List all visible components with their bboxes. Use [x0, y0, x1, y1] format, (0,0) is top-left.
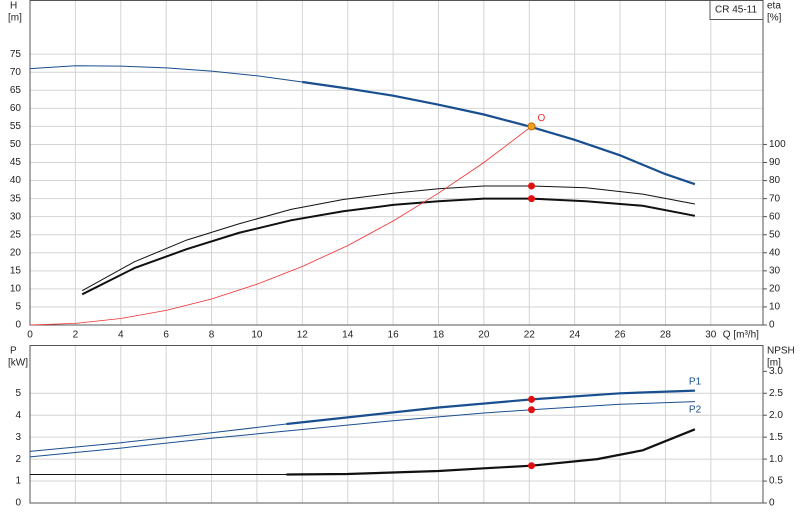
y-tick-label: 3 — [15, 432, 21, 443]
duty-point — [528, 182, 536, 190]
y2-tick-label: 2.0 — [769, 410, 783, 421]
y-tick-label: 35 — [10, 193, 22, 204]
y-tick-label: 20 — [10, 247, 22, 258]
point-label: O — [538, 113, 546, 124]
y2-tick-label: 3.0 — [769, 366, 783, 377]
y2-tick-label: 10 — [769, 302, 781, 313]
y-axis-unit: [m] — [8, 13, 22, 24]
x-tick-label: 26 — [614, 330, 626, 341]
x-tick-label: 6 — [163, 330, 169, 341]
y2-tick-label: 60 — [769, 211, 781, 222]
y2-tick-label: 80 — [769, 175, 781, 186]
y-tick-label: 50 — [10, 139, 22, 150]
y-tick-label: 10 — [10, 284, 22, 295]
y-tick-label: 2 — [15, 454, 21, 465]
y-tick-label: 75 — [10, 49, 22, 60]
x-axis-label: Q [m³/h] — [723, 330, 759, 341]
y2-tick-label: 50 — [769, 229, 781, 240]
x-tick-label: 0 — [27, 330, 33, 341]
y-tick-label: 5 — [15, 302, 21, 313]
curve — [29, 126, 532, 326]
x-tick-label: 12 — [297, 330, 309, 341]
duty-point — [528, 462, 536, 470]
y-tick-label: 15 — [10, 265, 22, 276]
y-tick-label: 0 — [15, 320, 21, 331]
y2-tick-label: 20 — [769, 284, 781, 295]
y-axis-label: P — [10, 346, 17, 357]
duty-point — [528, 406, 536, 414]
title-box — [709, 0, 764, 20]
y-axis-unit: [kW] — [8, 358, 28, 369]
y2-tick-label: 0 — [769, 498, 775, 509]
y-tick-label: 55 — [10, 121, 22, 132]
y2-axis-label: NPSH — [767, 346, 795, 357]
x-tick-label: 24 — [569, 330, 581, 341]
plot-frame — [29, 0, 764, 326]
x-tick-label: 20 — [478, 330, 490, 341]
series-label: P2 — [689, 404, 702, 415]
x-tick-label: 10 — [251, 330, 263, 341]
x-tick-label: 30 — [705, 330, 717, 341]
curve — [81, 197, 696, 296]
duty-point — [528, 195, 536, 203]
y-axis-label: H — [10, 1, 17, 12]
x-tick-label: 2 — [73, 330, 79, 341]
x-tick-label: 16 — [388, 330, 400, 341]
curve — [81, 185, 695, 292]
curve — [29, 423, 287, 452]
y2-tick-label: 1.0 — [769, 454, 783, 465]
duty-point — [527, 122, 536, 131]
y2-tick-label: 0 — [769, 320, 775, 331]
curve — [302, 80, 696, 186]
y2-tick-label: 2.5 — [769, 388, 783, 399]
y2-tick-label: 90 — [769, 157, 781, 168]
chart-title: CR 45-11 — [715, 5, 757, 16]
y2-tick-label: 30 — [769, 265, 781, 276]
plot-frame — [29, 345, 764, 504]
curve — [286, 428, 696, 476]
x-tick-label: 18 — [433, 330, 445, 341]
duty-point — [528, 395, 536, 403]
series-label: P1 — [689, 376, 702, 387]
y-tick-label: 70 — [10, 67, 22, 78]
y2-tick-label: 0.5 — [769, 476, 783, 487]
y-tick-label: 1 — [15, 476, 21, 487]
curve — [29, 401, 695, 458]
x-tick-label: 28 — [660, 330, 672, 341]
y-tick-label: 65 — [10, 85, 22, 96]
y-tick-label: 5 — [15, 388, 21, 399]
y2-axis-unit: [%] — [767, 13, 782, 24]
y-tick-label: 0 — [15, 498, 21, 509]
y2-axis-unit: [m] — [767, 358, 781, 369]
x-tick-label: 4 — [118, 330, 124, 341]
y2-tick-label: 100 — [769, 139, 786, 150]
y2-tick-label: 1.5 — [769, 432, 783, 443]
curve — [29, 65, 303, 83]
x-tick-label: 14 — [342, 330, 354, 341]
y-tick-label: 4 — [15, 410, 21, 421]
y-tick-label: 25 — [10, 229, 22, 240]
x-tick-label: 8 — [209, 330, 215, 341]
y2-tick-label: 40 — [769, 247, 781, 258]
y2-tick-label: 70 — [769, 193, 781, 204]
y2-axis-label: eta — [767, 1, 781, 12]
y-tick-label: 30 — [10, 211, 22, 222]
y-tick-label: 45 — [10, 157, 22, 168]
x-tick-label: 22 — [524, 330, 536, 341]
y-tick-label: 40 — [10, 175, 22, 186]
curve — [286, 389, 695, 426]
y-tick-label: 60 — [10, 103, 22, 114]
